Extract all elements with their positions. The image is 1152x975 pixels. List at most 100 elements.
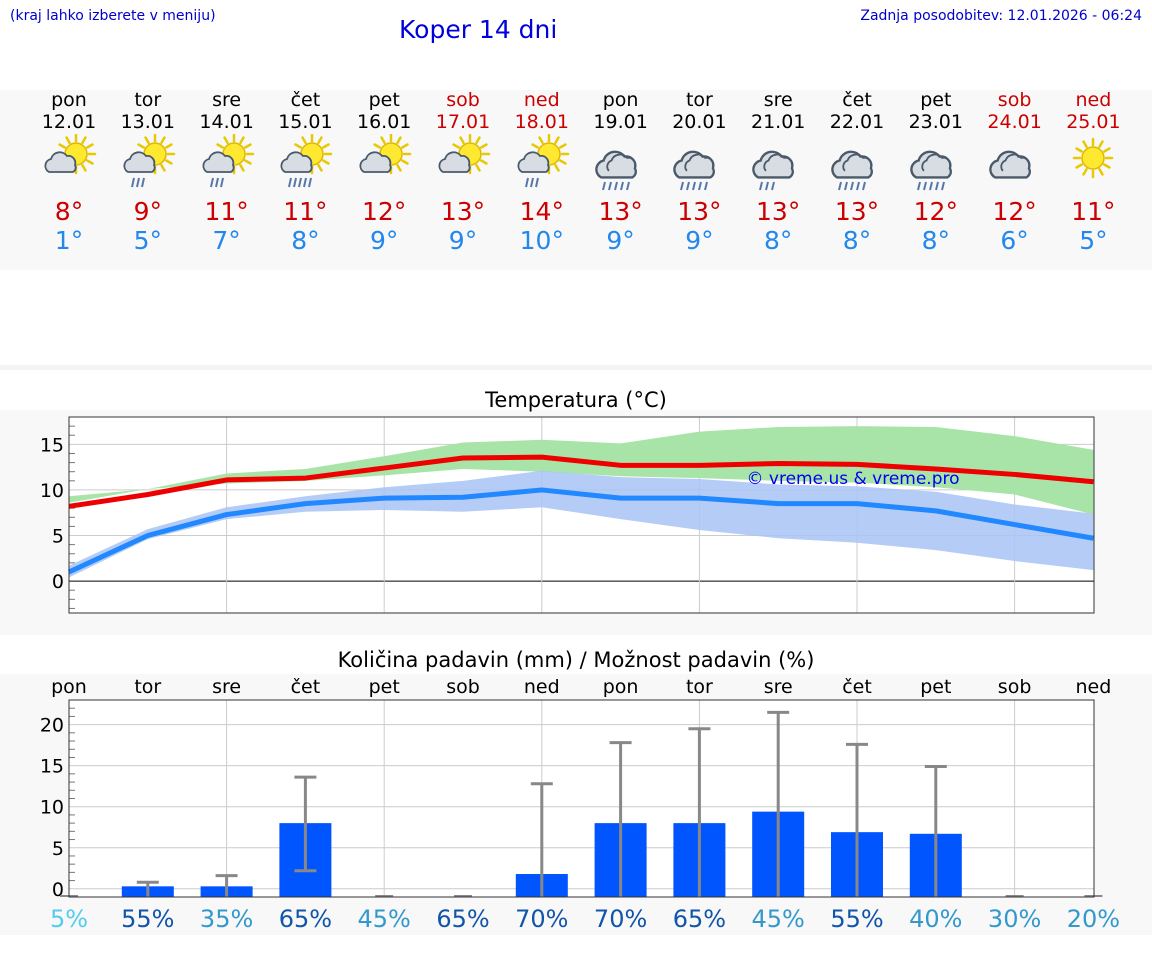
x-category-label: ned — [524, 676, 560, 698]
sun-ray — [243, 159, 252, 165]
partly-cloudy-icon — [359, 134, 412, 175]
max-temp: 13° — [677, 197, 722, 226]
y-tick-label: 15 — [40, 756, 64, 778]
watermark: © vreme.us & vreme.pro — [746, 469, 959, 489]
day-date: 15.01 — [278, 111, 333, 133]
precip-chance-label: 45% — [358, 905, 411, 933]
rain-drop — [613, 181, 618, 191]
x-category-label: sre — [212, 676, 241, 698]
partly-cloudy-light-rain-icon — [202, 134, 254, 188]
max-temp: 12° — [362, 197, 407, 226]
day-name: sob — [997, 89, 1032, 111]
x-category-label: sob — [446, 676, 480, 698]
rain-drop — [940, 181, 945, 191]
min-temp: 5° — [1079, 226, 1108, 255]
sun-ray — [1098, 168, 1105, 176]
sun-ray — [215, 143, 224, 149]
day-date: 12.01 — [41, 111, 97, 133]
sun-shape — [1073, 137, 1114, 179]
x-category-label: pet — [920, 676, 951, 698]
sun-ray — [160, 136, 166, 144]
cloud-shape — [359, 151, 392, 173]
sun-ray — [322, 159, 331, 165]
partly-cloudy-icon — [438, 134, 491, 175]
sun-ray — [164, 159, 173, 165]
precip-chance-label: 70% — [594, 905, 647, 933]
max-temp: 11° — [1071, 197, 1116, 226]
y-tick-label: 10 — [40, 480, 64, 502]
sun-ray — [531, 143, 539, 149]
cloudy-light-rain-icon — [752, 150, 795, 191]
divider — [0, 365, 1152, 370]
day-date: 13.01 — [120, 111, 175, 133]
sun-ray — [401, 143, 409, 149]
rain-drop — [922, 181, 927, 191]
min-temp-line — [67, 487, 1094, 575]
min-temp: 9° — [606, 226, 635, 255]
sun-ray — [558, 143, 567, 149]
rain-drop — [308, 177, 313, 188]
cloud-shape — [280, 151, 313, 173]
rain-drop — [928, 181, 933, 191]
sun-disc — [1081, 146, 1106, 170]
max-temp: 13° — [440, 197, 486, 226]
sun-ray — [1075, 147, 1084, 153]
min-temp: 8° — [763, 226, 793, 255]
rain-drop — [534, 177, 539, 188]
menu-note: (kraj lahko izberete v meniju) — [10, 8, 216, 24]
day-name: pet — [920, 89, 952, 111]
max-temp: 13° — [756, 197, 801, 226]
y-tick-label: 5 — [52, 526, 64, 548]
cloud-body — [280, 151, 313, 173]
rain-drop — [607, 181, 612, 191]
sun-ray — [1103, 163, 1112, 169]
min-temp: 7° — [212, 226, 241, 255]
x-category-label: tor — [134, 676, 161, 698]
rain-drop — [219, 177, 224, 188]
day-name: čet — [290, 89, 321, 111]
precip-chance-label: 30% — [988, 905, 1041, 933]
sun-ray — [238, 164, 245, 172]
cloud-detail — [842, 153, 872, 172]
rain-drop — [856, 181, 860, 191]
partly-cloudy-rain-icon — [280, 134, 333, 188]
min-temp-band — [69, 470, 1094, 578]
precip-chance-label: 65% — [279, 905, 332, 933]
sun-ray — [222, 136, 229, 144]
x-category-label: čet — [842, 676, 872, 698]
sun-ray — [243, 143, 252, 149]
rain-drop — [135, 177, 140, 188]
sun-ray — [58, 143, 66, 149]
cloud-shape — [517, 151, 550, 173]
cloudy-icon — [988, 150, 1031, 179]
sun-ray — [401, 159, 409, 165]
x-category-label: tor — [686, 676, 713, 698]
cloud-shape — [438, 151, 471, 173]
rain-drop — [759, 181, 764, 191]
sun-ray — [160, 164, 166, 172]
rain-drop — [601, 181, 606, 191]
precip-chance-label: 65% — [436, 905, 489, 933]
min-temp: 8° — [921, 226, 950, 255]
day-date: 24.01 — [987, 111, 1042, 133]
sun-ray — [322, 143, 331, 149]
sun-ray — [164, 143, 173, 149]
sun-ray — [1098, 140, 1105, 148]
sun-ray — [1082, 168, 1089, 176]
sun-ray — [480, 159, 488, 165]
sun-ray — [137, 143, 145, 149]
rain-drop — [698, 181, 703, 191]
cloud-shape — [988, 150, 1031, 179]
max-temp: 8° — [54, 197, 84, 226]
x-category-label: sre — [764, 676, 793, 698]
max-temp: 13° — [834, 197, 880, 226]
sun-ray — [317, 136, 324, 144]
min-temp: 9° — [369, 226, 399, 255]
sun-ray — [452, 143, 460, 149]
min-temp: 8° — [842, 226, 872, 255]
cloud-shape — [594, 150, 637, 179]
day-name: pet — [368, 89, 400, 111]
rain-drop — [680, 181, 685, 191]
x-category-label: pon — [51, 676, 87, 698]
sun-ray — [144, 136, 150, 144]
